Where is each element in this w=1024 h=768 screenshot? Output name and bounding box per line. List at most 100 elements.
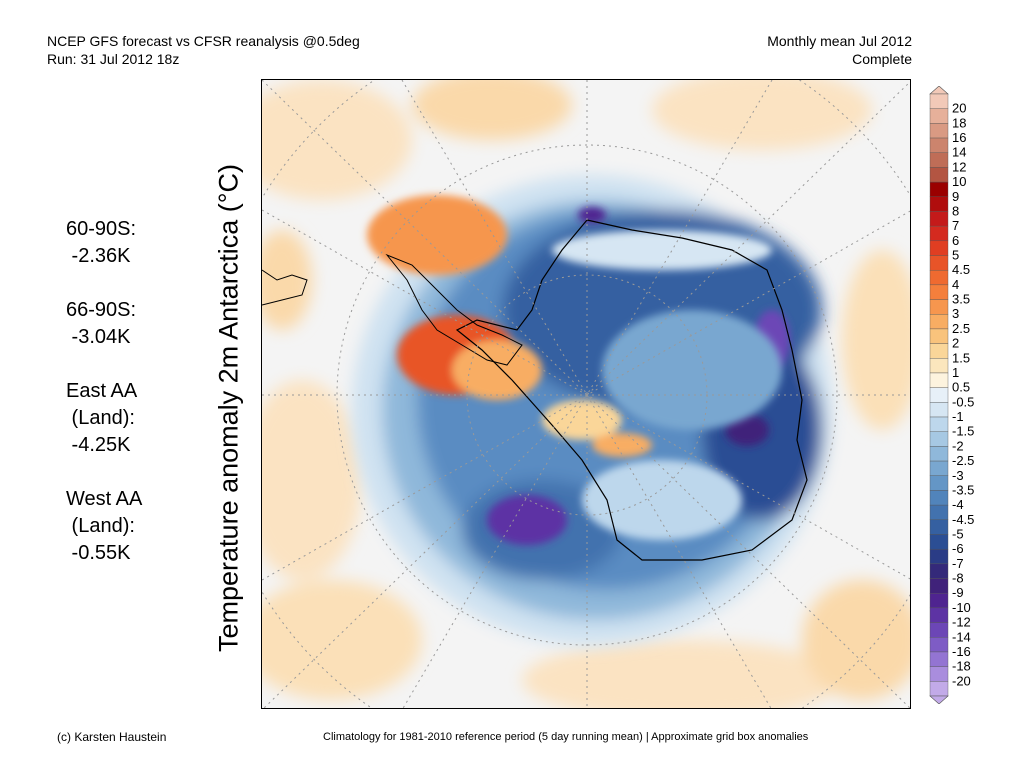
model-title: NCEP GFS forecast vs CFSR reanalysis @0.… — [47, 33, 360, 49]
colorbar-swatch — [929, 137, 949, 153]
stat-60-90s: 60-90S: -2.36K — [66, 216, 136, 270]
colorbar-label: -10 — [952, 600, 971, 615]
peninsula-warm-anomaly — [367, 195, 652, 457]
colorbar-label: -14 — [952, 629, 971, 644]
colorbar-swatch — [929, 343, 949, 359]
antarctic-coastline — [455, 219, 808, 561]
colorbar-label: -8 — [952, 571, 964, 586]
colorbar-label: 8 — [952, 203, 959, 218]
map-axis-title: Temperature anomaly 2m Antarctica (°C) — [213, 164, 244, 652]
colorbar-label: 6 — [952, 233, 959, 248]
colorbar-swatch — [929, 651, 949, 667]
antarctic-anomaly-map[interactable] — [261, 79, 911, 709]
colorbar-label: 14 — [952, 145, 966, 160]
colorbar-label: -5 — [952, 526, 964, 541]
stat-value: -0.55K — [66, 542, 131, 564]
colorbar-label: -0.5 — [952, 394, 974, 409]
colorbar-swatch — [929, 299, 949, 315]
colorbar-label: 12 — [952, 159, 966, 174]
colorbar-label: 7 — [952, 218, 959, 233]
colorbar-label: 4.5 — [952, 262, 970, 277]
stat-value: -4.25K — [66, 434, 131, 456]
colorbar-swatch — [929, 240, 949, 256]
warm-anomaly-patches — [262, 80, 910, 708]
graticule — [262, 80, 910, 708]
colorbar-swatch — [929, 269, 949, 286]
continent-interior — [552, 230, 782, 540]
colorbar-swatch — [929, 460, 949, 476]
stat-region: East AA — [66, 380, 138, 402]
peninsula-coastline — [385, 253, 523, 366]
colorbar-label: 3.5 — [952, 292, 970, 307]
map-header-left: NCEP GFS forecast vs CFSR reanalysis @0.… — [47, 32, 360, 68]
climatology-note: Climatology for 1981-2010 reference peri… — [323, 731, 809, 743]
colorbar-min-arrow — [929, 695, 949, 704]
colorbar-swatch — [929, 446, 949, 462]
colorbar-swatch — [929, 181, 949, 197]
stat-region: 60-90S: — [66, 218, 137, 240]
colorbar-label: -4 — [952, 497, 964, 512]
colorbar-label: 1.5 — [952, 350, 970, 365]
colorbar-swatch — [929, 152, 949, 168]
colorbar-swatch — [929, 548, 949, 565]
colorbar-swatch — [929, 358, 949, 374]
colorbar-max-arrow — [929, 86, 949, 95]
colorbar-label: -18 — [952, 659, 971, 674]
stat-value: -3.04K — [66, 326, 131, 348]
colorbar-label: 18 — [952, 115, 966, 130]
colorbar-label: 5 — [952, 248, 959, 263]
colorbar-legend: 201816141210987654.543.532.521.510.5-0.5… — [929, 86, 974, 704]
colorbar-label: -1 — [952, 409, 964, 424]
map-canvas — [262, 80, 910, 708]
colorbar-label: -3 — [952, 468, 964, 483]
colorbar-swatch — [929, 593, 949, 609]
colorbar-label: -16 — [952, 644, 971, 659]
colorbar-label: -3.5 — [952, 482, 974, 497]
stat-66-90s: 66-90S: -3.04K — [66, 297, 136, 351]
colorbar-swatch — [929, 622, 949, 638]
colorbar-swatch — [929, 431, 949, 447]
colorbar-swatch — [929, 666, 949, 682]
period-title: Monthly mean Jul 2012 — [767, 33, 912, 49]
colorbar-swatch — [929, 108, 949, 124]
colorbar-label: 4 — [952, 277, 959, 292]
colorbar-swatch — [929, 681, 949, 697]
colorbar-swatch — [929, 372, 949, 388]
colorbar-swatch — [929, 167, 949, 183]
stat-east-aa: East AA (Land): -4.25K — [66, 378, 137, 459]
south-america-coastline — [262, 269, 308, 306]
map-header-right: Monthly mean Jul 2012 Complete — [767, 32, 912, 68]
stat-region-sub: (Land): — [66, 515, 135, 537]
stat-region-sub: (Land): — [66, 407, 135, 429]
colorbar-label: 2 — [952, 336, 959, 351]
colorbar-swatch — [929, 225, 949, 242]
stat-west-aa: West AA (Land): -0.55K — [66, 486, 142, 567]
stat-region: 66-90S: — [66, 299, 137, 321]
colorbar-swatch — [929, 534, 949, 550]
colorbar-swatches — [929, 86, 949, 704]
colorbar-swatch — [929, 402, 949, 418]
extreme-cold-cores — [487, 207, 790, 545]
colorbar-label: -6 — [952, 541, 964, 556]
colorbar-label: -12 — [952, 615, 971, 630]
colorbar-label: 1 — [952, 365, 959, 380]
colorbar-swatch — [929, 504, 949, 521]
colorbar-label: 3 — [952, 306, 959, 321]
colorbar-swatch — [929, 314, 949, 330]
colorbar-swatch — [929, 196, 949, 212]
colorbar-label: 2.5 — [952, 321, 970, 336]
copyright-footer: (c) Karsten Haustein — [57, 730, 167, 744]
colorbar-label: -2 — [952, 438, 964, 453]
colorbar-label: 9 — [952, 189, 959, 204]
colorbar-label: 0.5 — [952, 380, 970, 395]
colorbar-swatch — [929, 211, 949, 227]
colorbar-label: 10 — [952, 174, 966, 189]
colorbar-swatch — [929, 284, 949, 300]
colorbar-swatch — [929, 255, 949, 271]
colorbar-swatch — [929, 328, 949, 344]
colorbar-swatch — [929, 93, 949, 109]
colorbar-swatch — [929, 490, 949, 506]
colorbar-label: 16 — [952, 130, 966, 145]
stat-value: -2.36K — [66, 245, 131, 267]
stat-region: West AA — [66, 488, 143, 510]
